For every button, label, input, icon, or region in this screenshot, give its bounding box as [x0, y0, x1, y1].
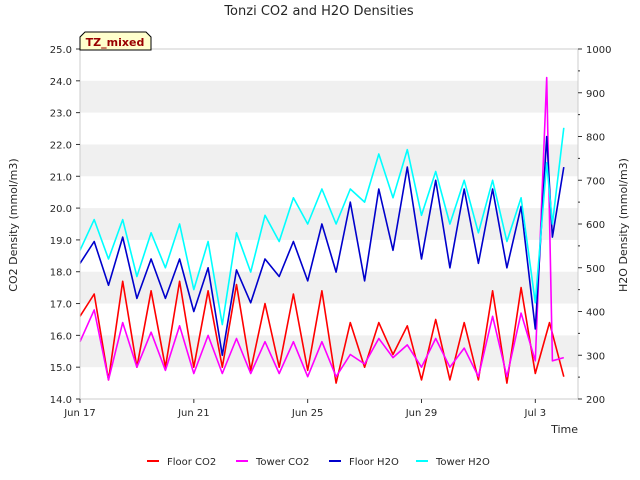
- badge-label: TZ_mixed: [86, 36, 145, 49]
- y-left-tick-label: 19.0: [50, 236, 72, 247]
- y-left-tick-label: 15.0: [50, 363, 72, 374]
- y-left-tick-label: 14.0: [50, 395, 72, 406]
- grid-band: [80, 144, 578, 177]
- series-line-tower-co2: [79, 76, 565, 381]
- grid-band: [80, 208, 578, 240]
- y-right-tick-label: 1000: [586, 45, 611, 56]
- right-axis-ticks: 200 300 400 500 600 700 800 900 1000: [578, 45, 611, 406]
- legend-label: Tower CO2: [255, 457, 309, 468]
- y-right-tick-label: 500: [586, 264, 605, 275]
- site-badge: TZ_mixed: [79, 31, 152, 51]
- y-right-tick-label: 400: [586, 308, 605, 319]
- badge-box: [79, 31, 152, 51]
- y-left-tick-label: 24.0: [50, 77, 72, 88]
- grid-band: [80, 271, 578, 304]
- y-right-tick-label: 700: [586, 176, 605, 187]
- legend: Floor CO2 Tower CO2 Floor H2O Tower H2O: [147, 457, 490, 468]
- y-left-tick-label: 20.0: [50, 204, 72, 215]
- y-right-tick-label: 200: [586, 395, 605, 406]
- x-tick-label: Jun 25: [291, 408, 324, 419]
- y-left-tick-label: 22.0: [50, 140, 72, 151]
- x-tick-label: Jun 29: [405, 408, 438, 419]
- x-tick-label: Jun 21: [177, 408, 210, 419]
- y-left-tick-label: 18.0: [50, 268, 72, 279]
- background-bands: [80, 80, 578, 368]
- y-left-tick-label: 17.0: [50, 300, 72, 311]
- grid-band: [80, 80, 578, 113]
- legend-label: Floor CO2: [167, 457, 216, 468]
- series-line-floor-co2: [79, 280, 565, 384]
- y-left-tick-label: 21.0: [50, 172, 72, 183]
- y-right-tick-label: 600: [586, 220, 605, 231]
- y-right-tick-label: 300: [586, 351, 605, 362]
- y-left-tick-label: 16.0: [50, 331, 72, 342]
- y-axis-right-label: H2O Density (mmol/m3): [617, 158, 630, 292]
- x-axis-ticks: Jun 17 Jun 21 Jun 25 Jun 29 Jul 3: [63, 399, 546, 419]
- x-axis-label: Time: [550, 423, 578, 436]
- series-lines: [79, 76, 565, 384]
- x-tick-label: Jul 3: [524, 408, 547, 419]
- series-line-floor-h2o: [79, 135, 565, 357]
- series-line-tower-h2o: [79, 127, 565, 326]
- legend-label: Tower H2O: [435, 457, 490, 468]
- x-tick-label: Jun 17: [63, 408, 96, 419]
- y-right-tick-label: 900: [586, 89, 605, 100]
- y-axis-left-label: CO2 Density (mmol/m3): [7, 158, 20, 291]
- chart-title: Tonzi CO2 and H2O Densities: [223, 4, 414, 19]
- y-left-tick-label: 25.0: [50, 45, 72, 56]
- y-right-tick-label: 800: [586, 133, 605, 144]
- left-axis-ticks: 14.0 15.0 16.0 17.0 18.0 19.0 20.0 21.0 22.0 23.0…: [50, 45, 80, 406]
- legend-label: Floor H2O: [349, 457, 399, 468]
- y-left-tick-label: 23.0: [50, 109, 72, 120]
